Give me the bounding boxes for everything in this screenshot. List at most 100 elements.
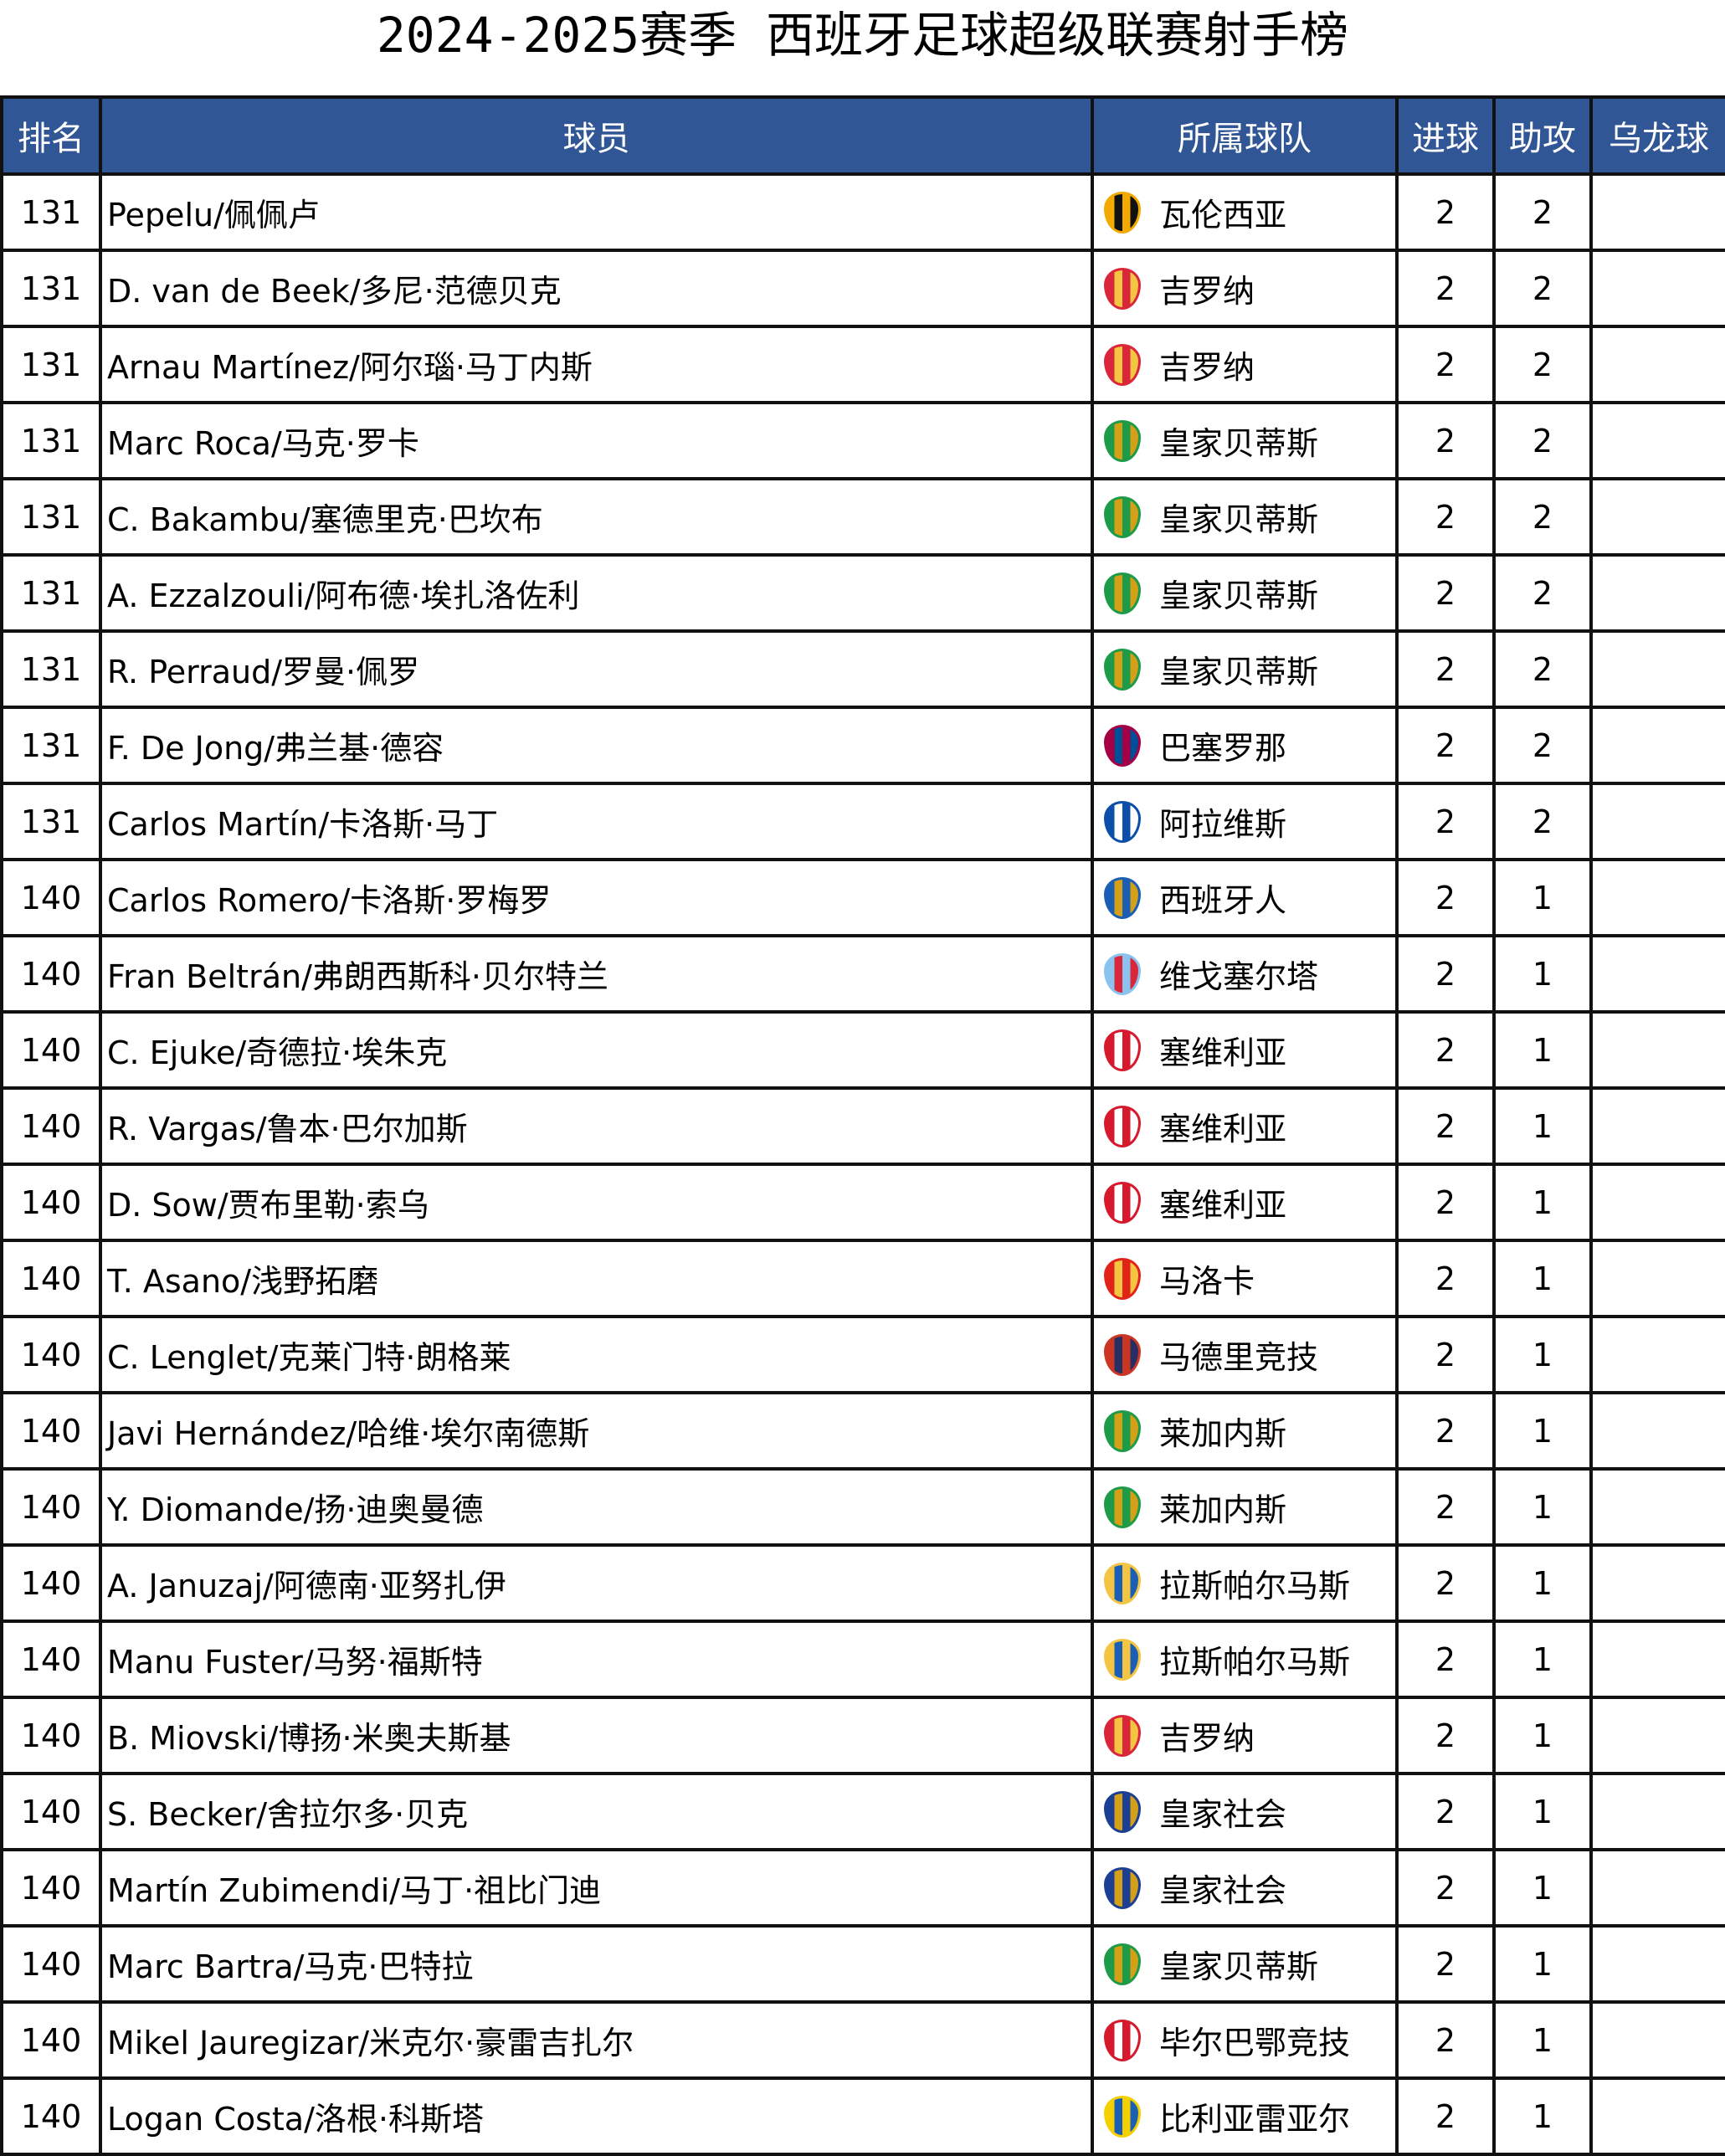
team-name: 皇家社会	[1159, 1796, 1287, 1833]
table-row: 131 F. De Jong/弗兰基·德容 巴塞罗那 2 2	[0, 706, 1725, 785]
table-row: 140 Marc Bartra/马克·巴特拉 皇家贝蒂斯 2 1	[0, 1924, 1725, 2004]
sevilla-badge-icon	[1104, 1029, 1141, 1071]
goals-cell: 2	[1395, 1543, 1496, 1623]
own-goals-cell	[1589, 2076, 1725, 2156]
own-goals-cell	[1589, 629, 1725, 709]
rank-cell: 131	[0, 172, 102, 252]
team-name: 塞维利亚	[1159, 1034, 1287, 1071]
team-cell: 瓦伦西亚	[1091, 172, 1399, 252]
assists-cell: 2	[1492, 249, 1593, 328]
rank-cell: 140	[0, 1086, 102, 1166]
own-goals-cell	[1589, 1696, 1725, 1775]
team-name: 阿拉维斯	[1159, 806, 1287, 843]
assists-cell: 2	[1492, 782, 1593, 861]
table-row: 140 Mikel Jauregizar/米克尔·豪雷吉扎尔 毕尔巴鄂竞技 2 …	[0, 2000, 1725, 2080]
mallorca-badge-icon	[1104, 1257, 1141, 1300]
team-name: 皇家贝蒂斯	[1159, 578, 1319, 614]
team-cell: 马洛卡	[1091, 1239, 1399, 1318]
team-cell: 巴塞罗那	[1091, 706, 1399, 785]
player-cell: F. De Jong/弗兰基·德容	[99, 706, 1094, 785]
rank-cell: 131	[0, 325, 102, 404]
header-rank: 排名	[0, 95, 102, 176]
goals-cell: 2	[1395, 1315, 1496, 1394]
rank-cell: 140	[0, 858, 102, 937]
own-goals-cell	[1589, 2000, 1725, 2080]
rank-cell: 140	[0, 1924, 102, 2004]
team-cell: 塞维利亚	[1091, 1086, 1399, 1166]
rank-cell: 131	[0, 401, 102, 480]
table-row: 131 C. Bakambu/塞德里克·巴坎布 皇家贝蒂斯 2 2	[0, 477, 1725, 557]
assists-cell: 1	[1492, 2076, 1593, 2156]
rank-cell: 140	[0, 2076, 102, 2156]
team-cell: 吉罗纳	[1091, 249, 1399, 328]
rank-cell: 131	[0, 782, 102, 861]
team-name: 皇家社会	[1159, 1872, 1287, 1909]
team-cell: 皇家社会	[1091, 1772, 1399, 1851]
header-player: 球员	[99, 95, 1094, 176]
header-goals: 进球	[1395, 95, 1496, 176]
team-name: 皇家贝蒂斯	[1159, 654, 1319, 690]
player-cell: Marc Roca/马克·罗卡	[99, 401, 1094, 480]
goals-cell: 2	[1395, 1010, 1496, 1090]
goals-cell: 2	[1395, 1620, 1496, 1699]
player-cell: Pepelu/佩佩卢	[99, 172, 1094, 252]
team-name: 塞维利亚	[1159, 1111, 1287, 1147]
team-cell: 拉斯帕尔马斯	[1091, 1543, 1399, 1623]
assists-cell: 1	[1492, 1467, 1593, 1547]
goals-cell: 2	[1395, 629, 1496, 709]
assists-cell: 2	[1492, 325, 1593, 404]
assists-cell: 1	[1492, 1163, 1593, 1242]
real-sociedad-badge-icon	[1104, 1866, 1141, 1909]
table-row: 140 Fran Beltrán/弗朗西斯科·贝尔特兰 维戈塞尔塔 2 1	[0, 934, 1725, 1014]
player-cell: Logan Costa/洛根·科斯塔	[99, 2076, 1094, 2156]
table-row: 140 C. Ejuke/奇德拉·埃朱克 塞维利亚 2 1	[0, 1010, 1725, 1090]
barcelona-badge-icon	[1104, 724, 1141, 767]
team-name: 维戈塞尔塔	[1159, 958, 1319, 995]
goals-cell: 2	[1395, 553, 1496, 633]
team-name: 马洛卡	[1159, 1263, 1255, 1300]
team-cell: 拉斯帕尔马斯	[1091, 1620, 1399, 1699]
player-cell: B. Miovski/博扬·米奥夫斯基	[99, 1696, 1094, 1775]
scorers-table: 排名 球员 所属球队 进球 助攻 乌龙球 131 Pepelu/佩佩卢 瓦伦西亚…	[0, 95, 1725, 2156]
leganes-badge-icon	[1104, 1409, 1141, 1452]
team-cell: 比利亚雷亚尔	[1091, 2076, 1399, 2156]
team-name: 马德里竞技	[1159, 1339, 1319, 1376]
assists-cell: 1	[1492, 934, 1593, 1014]
assists-cell: 2	[1492, 172, 1593, 252]
own-goals-cell	[1589, 1848, 1725, 1928]
goals-cell: 2	[1395, 1086, 1496, 1166]
rank-cell: 131	[0, 706, 102, 785]
player-cell: R. Vargas/鲁本·巴尔加斯	[99, 1086, 1094, 1166]
table-row: 140 Logan Costa/洛根·科斯塔 比利亚雷亚尔 2 1	[0, 2076, 1725, 2156]
team-cell: 西班牙人	[1091, 858, 1399, 937]
own-goals-cell	[1589, 1391, 1725, 1471]
goals-cell: 2	[1395, 1772, 1496, 1851]
own-goals-cell	[1589, 858, 1725, 937]
team-cell: 皇家贝蒂斯	[1091, 477, 1399, 557]
team-cell: 毕尔巴鄂竞技	[1091, 2000, 1399, 2080]
team-cell: 皇家贝蒂斯	[1091, 1924, 1399, 2004]
player-cell: Arnau Martínez/阿尔瑙·马丁内斯	[99, 325, 1094, 404]
rank-cell: 140	[0, 1772, 102, 1851]
girona-badge-icon	[1104, 1714, 1141, 1757]
own-goals-cell	[1589, 1239, 1725, 1318]
own-goals-cell	[1589, 782, 1725, 861]
rank-cell: 140	[0, 1848, 102, 1928]
goals-cell: 2	[1395, 172, 1496, 252]
goals-cell: 2	[1395, 1467, 1496, 1547]
own-goals-cell	[1589, 1163, 1725, 1242]
table-header: 排名 球员 所属球队 进球 助攻 乌龙球	[0, 95, 1725, 176]
assists-cell: 1	[1492, 1696, 1593, 1775]
rank-cell: 140	[0, 934, 102, 1014]
table-row: 131 Arnau Martínez/阿尔瑙·马丁内斯 吉罗纳 2 2	[0, 325, 1725, 404]
celta-badge-icon	[1104, 952, 1141, 995]
team-name: 塞维利亚	[1159, 1187, 1287, 1224]
team-name: 吉罗纳	[1159, 349, 1255, 386]
betis-badge-icon	[1104, 495, 1141, 538]
assists-cell: 1	[1492, 1315, 1593, 1394]
own-goals-cell	[1589, 1772, 1725, 1851]
real-sociedad-badge-icon	[1104, 1790, 1141, 1833]
own-goals-cell	[1589, 1543, 1725, 1623]
assists-cell: 1	[1492, 1848, 1593, 1928]
rank-cell: 140	[0, 1620, 102, 1699]
